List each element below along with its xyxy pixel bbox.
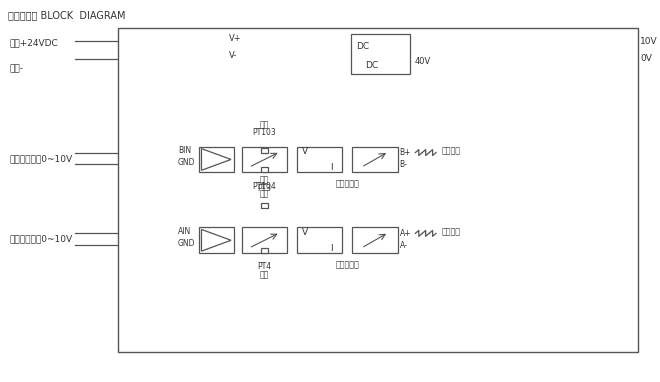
Text: 流量线圈: 流量线圈 <box>442 146 461 155</box>
Text: 压力输入信号0~10V: 压力输入信号0~10V <box>9 235 73 244</box>
Bar <box>261 147 269 152</box>
Text: 0V: 0V <box>640 54 652 63</box>
Text: 电流负反馈: 电流负反馈 <box>335 180 359 189</box>
Bar <box>242 227 287 253</box>
Text: GND: GND <box>178 239 195 248</box>
Text: GND: GND <box>178 158 195 167</box>
Text: 40V: 40V <box>414 57 430 66</box>
Text: A-: A- <box>399 241 407 250</box>
Text: B+: B+ <box>399 148 411 157</box>
Bar <box>261 203 269 208</box>
Bar <box>242 147 287 172</box>
Text: A+: A+ <box>399 229 411 238</box>
Bar <box>352 227 397 253</box>
Bar <box>297 147 343 172</box>
Bar <box>199 227 234 253</box>
Text: 接线方框图 BLOCK  DIAGRAM: 接线方框图 BLOCK DIAGRAM <box>9 11 126 21</box>
Text: PT103: PT103 <box>253 128 277 138</box>
Text: PT104: PT104 <box>253 181 277 191</box>
Text: PT4: PT4 <box>257 262 272 271</box>
Text: AIN: AIN <box>178 227 191 236</box>
Text: V: V <box>302 147 308 156</box>
Text: 增益: 增益 <box>260 176 269 185</box>
Text: 电流负反馈: 电流负反馈 <box>335 261 359 269</box>
Text: V-: V- <box>229 52 238 60</box>
Bar <box>297 227 343 253</box>
Text: DC: DC <box>356 42 370 51</box>
Text: V: V <box>302 228 308 237</box>
Text: 增益: 增益 <box>260 120 269 129</box>
Text: 流量输入信号0~10V: 流量输入信号0~10V <box>9 154 73 163</box>
Text: 压力线圈: 压力线圈 <box>442 227 461 236</box>
Text: BIN: BIN <box>178 146 191 155</box>
Text: 死区: 死区 <box>260 189 269 199</box>
Bar <box>117 28 638 352</box>
Text: 10V: 10V <box>640 37 657 46</box>
Text: 电源-: 电源- <box>9 64 23 73</box>
Bar <box>351 34 411 74</box>
Text: 电源+24VDC: 电源+24VDC <box>9 39 58 48</box>
Text: I: I <box>331 163 333 172</box>
Text: DC: DC <box>365 62 378 70</box>
Text: I: I <box>331 244 333 253</box>
Bar <box>261 167 269 172</box>
Bar <box>199 147 234 172</box>
Text: 死区: 死区 <box>260 270 269 279</box>
Text: B-: B- <box>399 160 407 169</box>
Bar <box>261 248 269 253</box>
Text: PT3: PT3 <box>257 183 272 193</box>
Text: V+: V+ <box>229 34 242 43</box>
Bar <box>352 147 397 172</box>
